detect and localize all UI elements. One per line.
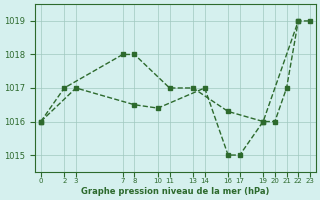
X-axis label: Graphe pression niveau de la mer (hPa): Graphe pression niveau de la mer (hPa) xyxy=(81,187,270,196)
